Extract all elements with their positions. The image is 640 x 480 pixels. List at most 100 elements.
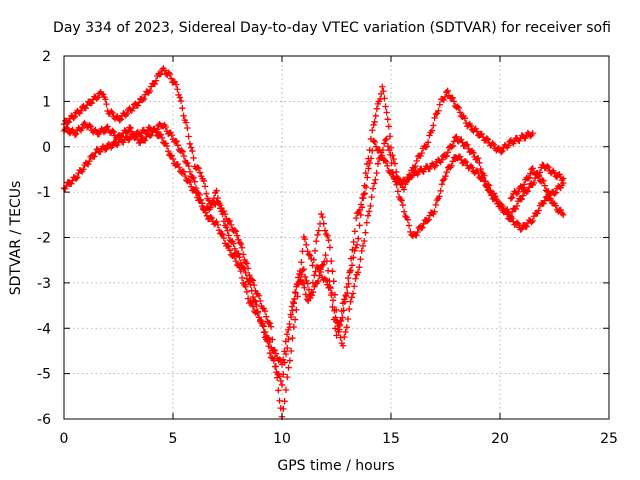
data-point xyxy=(508,194,516,201)
data-point xyxy=(329,268,336,275)
data-point xyxy=(178,147,185,154)
data-point xyxy=(132,133,139,140)
data-point xyxy=(311,283,318,290)
data-point xyxy=(485,187,493,195)
data-point xyxy=(440,96,447,104)
data-point xyxy=(141,137,149,144)
data-point xyxy=(166,70,174,78)
data-point xyxy=(322,251,329,259)
data-point xyxy=(330,278,337,285)
data-point xyxy=(151,80,159,88)
data-point xyxy=(71,113,79,120)
data-point xyxy=(71,131,79,139)
data-point xyxy=(518,195,525,203)
data-point xyxy=(102,96,109,103)
data-point xyxy=(382,158,390,165)
data-point xyxy=(476,159,483,167)
data-point xyxy=(431,163,438,171)
data-point xyxy=(162,123,169,131)
data-point xyxy=(207,204,214,211)
data-point xyxy=(174,160,182,168)
data-point xyxy=(398,197,405,204)
data-point xyxy=(430,122,437,129)
data-point xyxy=(449,158,456,165)
data-point xyxy=(299,280,307,287)
data-point xyxy=(285,364,292,371)
data-point xyxy=(146,87,154,95)
data-point xyxy=(314,278,322,285)
data-point xyxy=(126,136,133,143)
data-point xyxy=(80,166,87,173)
data-point xyxy=(231,245,238,252)
data-point xyxy=(517,226,524,233)
data-point xyxy=(328,257,335,265)
data-point xyxy=(426,132,433,139)
data-point xyxy=(432,162,440,169)
data-point xyxy=(117,116,125,123)
data-point xyxy=(428,127,436,134)
data-point xyxy=(310,256,317,264)
data-point xyxy=(190,174,197,182)
data-point xyxy=(456,109,464,116)
data-point xyxy=(231,227,238,234)
data-point xyxy=(146,132,154,140)
data-point xyxy=(402,178,409,185)
data-point xyxy=(186,140,194,148)
data-point xyxy=(254,309,261,317)
data-point xyxy=(172,81,180,88)
data-point xyxy=(278,361,286,368)
data-point xyxy=(551,169,558,176)
data-point xyxy=(179,148,186,155)
data-point xyxy=(353,241,361,249)
y-tick-labels: 2 1 0 -1 -2 -3 -4 -5 -6 xyxy=(37,49,51,428)
data-point xyxy=(221,210,229,218)
y-tick-label: -1 xyxy=(37,185,51,201)
data-point xyxy=(530,179,538,187)
data-point xyxy=(72,130,80,138)
data-point xyxy=(184,124,191,132)
data-point xyxy=(380,87,387,95)
data-point xyxy=(207,214,214,221)
data-point xyxy=(285,326,292,334)
data-point xyxy=(255,292,263,299)
data-point xyxy=(92,149,99,157)
data-point xyxy=(342,328,349,336)
data-point xyxy=(290,298,297,306)
data-point xyxy=(302,291,309,298)
data-point xyxy=(301,235,309,243)
data-point xyxy=(431,114,438,122)
data-point xyxy=(225,232,232,239)
data-point xyxy=(361,237,368,245)
y-axis-label: SDTVAR / TECUs xyxy=(8,181,24,296)
data-point xyxy=(329,297,337,304)
data-point xyxy=(358,247,365,255)
data-point xyxy=(557,206,564,214)
data-point xyxy=(296,267,304,275)
data-point xyxy=(182,119,190,126)
data-point xyxy=(448,162,455,170)
data-point xyxy=(129,104,137,112)
data-point xyxy=(326,244,334,251)
data-point xyxy=(110,128,117,136)
data-point xyxy=(369,127,376,134)
data-point xyxy=(240,264,247,271)
data-point xyxy=(529,165,536,172)
data-point xyxy=(499,203,506,210)
data-point xyxy=(249,293,257,301)
data-point xyxy=(346,267,354,275)
data-point xyxy=(282,338,289,345)
data-point xyxy=(277,377,285,385)
data-point xyxy=(255,314,263,321)
data-point xyxy=(552,189,559,196)
data-point xyxy=(355,235,362,242)
data-point xyxy=(397,181,404,188)
data-point xyxy=(420,220,427,227)
data-point xyxy=(208,214,215,222)
data-point xyxy=(385,147,393,154)
data-point xyxy=(173,138,180,145)
data-point xyxy=(366,159,374,167)
data-point xyxy=(384,162,391,170)
data-point xyxy=(260,323,268,330)
data-point xyxy=(101,146,109,153)
